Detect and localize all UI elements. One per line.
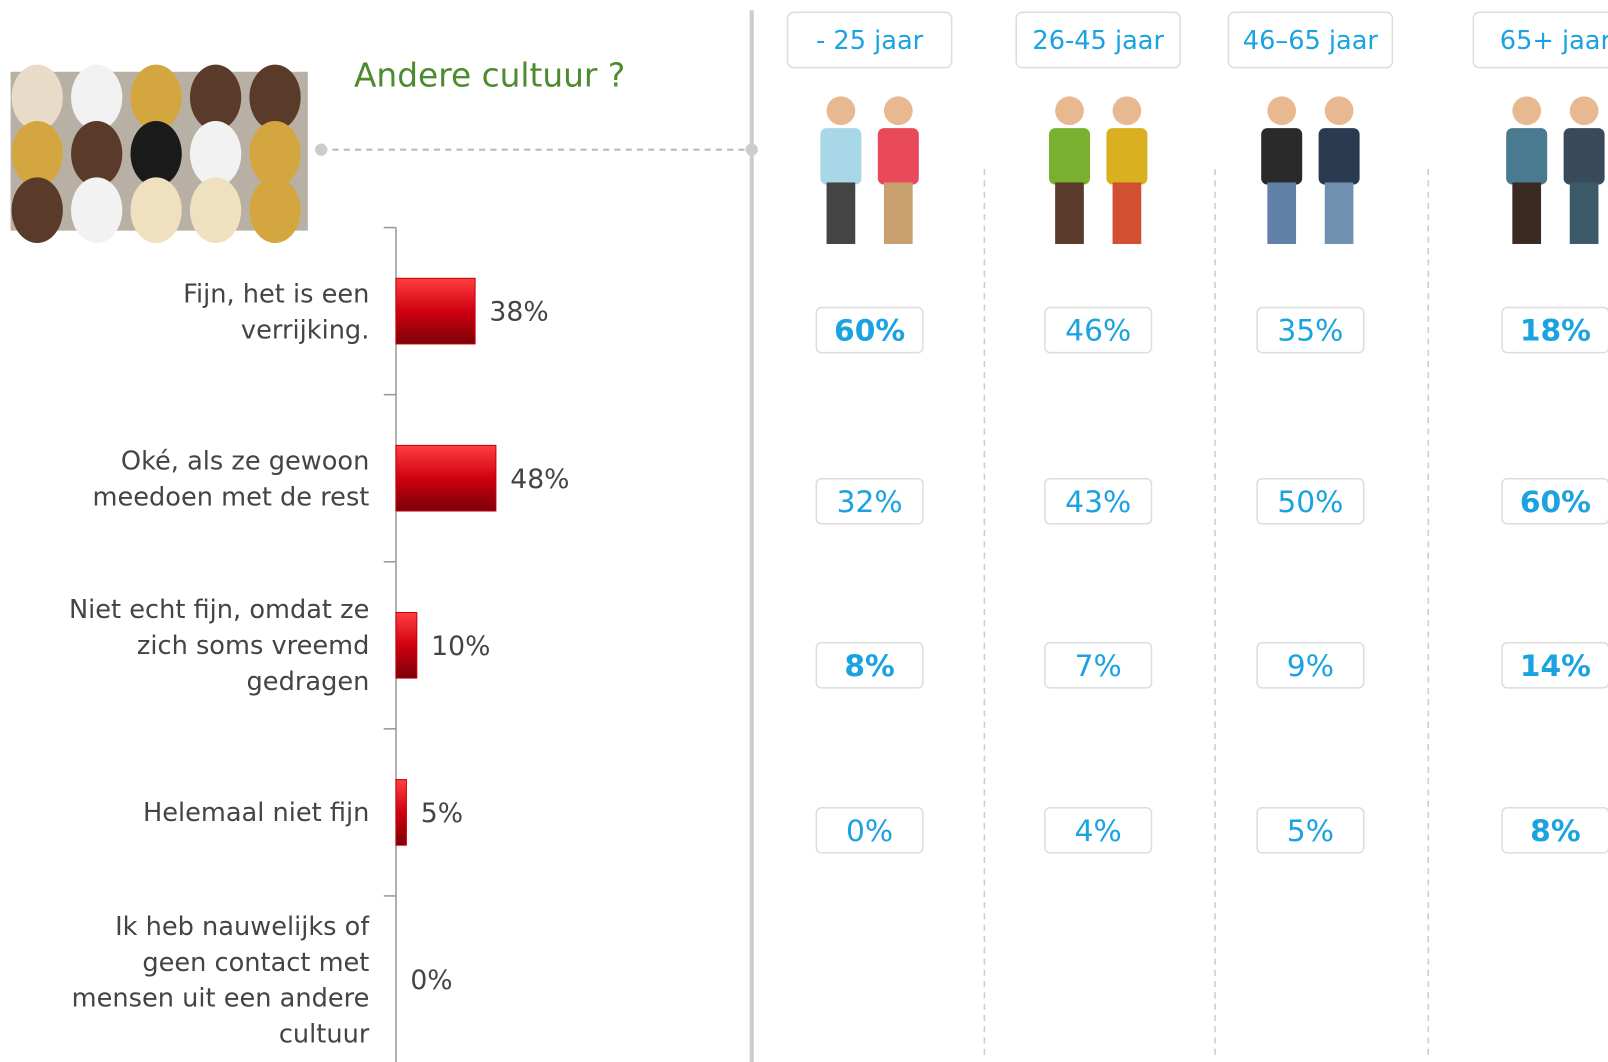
age-value: 35% — [1277, 314, 1343, 349]
person-legs — [1055, 182, 1084, 244]
person-head — [1267, 96, 1296, 125]
column-header: - 25 jaar — [816, 26, 924, 56]
person-torso — [1049, 128, 1090, 184]
mask — [131, 65, 182, 131]
age-value: 5% — [1287, 814, 1334, 849]
person-head — [827, 96, 856, 125]
age-value: 14% — [1520, 649, 1591, 684]
age-value: 32% — [837, 485, 903, 520]
category-label: Ik heb nauwelijks of geen contact met me… — [62, 896, 370, 1062]
age-value: 60% — [1520, 485, 1591, 520]
person-torso — [1319, 128, 1360, 184]
category-label: Helemaal niet fijn — [62, 729, 370, 896]
category-label-box: Oké, als ze gewoon meedoen met de rest — [62, 395, 370, 562]
category-label: Niet echt fijn, omdat ze zich soms vreem… — [62, 562, 370, 729]
person-legs — [1113, 182, 1142, 244]
person-legs — [827, 182, 856, 244]
person-legs — [1570, 182, 1599, 244]
person-head — [884, 96, 913, 125]
column-header: 46–65 jaar — [1243, 26, 1379, 56]
category-label: Oké, als ze gewoon meedoen met de rest — [62, 395, 370, 562]
age-value: 0% — [846, 814, 893, 849]
person-torso — [1564, 128, 1605, 184]
person-legs — [884, 182, 913, 244]
age-value: 43% — [1065, 485, 1131, 520]
value-label: 5% — [421, 798, 463, 829]
bar — [396, 278, 475, 344]
age-value: 9% — [1287, 649, 1334, 684]
person-torso — [1261, 128, 1302, 184]
person-torso — [1506, 128, 1547, 184]
age-value: 18% — [1520, 314, 1591, 349]
person-legs — [1325, 182, 1354, 244]
bar — [396, 780, 406, 846]
mask — [131, 121, 182, 187]
person-torso — [820, 128, 861, 184]
person-head — [1325, 96, 1354, 125]
mask — [190, 65, 241, 131]
age-value: 50% — [1277, 485, 1343, 520]
value-label: 38% — [489, 297, 548, 328]
connector-dot — [315, 144, 327, 156]
infographic: Andere cultuur ? Fijn, het is een verrij… — [0, 0, 1608, 1062]
mask — [12, 177, 63, 243]
category-label-box: Niet echt fijn, omdat ze zich soms vreem… — [62, 562, 370, 729]
mask-photo — [11, 65, 308, 243]
value-label: 48% — [510, 464, 569, 495]
column-header: 65+ jaar — [1500, 26, 1608, 56]
mask — [71, 121, 122, 187]
page: Andere cultuur ? Fijn, het is een verrij… — [0, 0, 1608, 1062]
person-head — [1113, 96, 1142, 125]
age-value: 46% — [1065, 314, 1131, 349]
mask — [190, 121, 241, 187]
person-head — [1512, 96, 1541, 125]
age-value: 8% — [1530, 814, 1580, 849]
category-label-box: Fijn, het is een verrijking. — [62, 228, 370, 395]
person-torso — [878, 128, 919, 184]
category-label-box: Helemaal niet fijn — [62, 729, 370, 896]
column-header: 26-45 jaar — [1032, 26, 1164, 56]
category-label-box: Ik heb nauwelijks of geen contact met me… — [62, 896, 370, 1062]
value-label: 0% — [410, 965, 452, 996]
age-value: 8% — [844, 649, 894, 684]
person-legs — [1267, 182, 1296, 244]
age-value: 60% — [834, 314, 905, 349]
mask — [12, 121, 63, 187]
person-torso — [1106, 128, 1147, 184]
value-label: 10% — [431, 631, 490, 662]
category-label: Fijn, het is een verrijking. — [62, 228, 370, 395]
mask — [249, 121, 300, 187]
person-legs — [1512, 182, 1541, 244]
bar — [396, 612, 417, 678]
chart-title: Andere cultuur ? — [354, 56, 625, 94]
mask — [249, 65, 300, 131]
age-value: 7% — [1075, 649, 1122, 684]
person-head — [1055, 96, 1084, 125]
mask — [12, 65, 63, 131]
person-head — [1570, 96, 1599, 125]
age-value: 4% — [1075, 814, 1122, 849]
mask — [71, 65, 122, 131]
bar — [396, 445, 496, 511]
